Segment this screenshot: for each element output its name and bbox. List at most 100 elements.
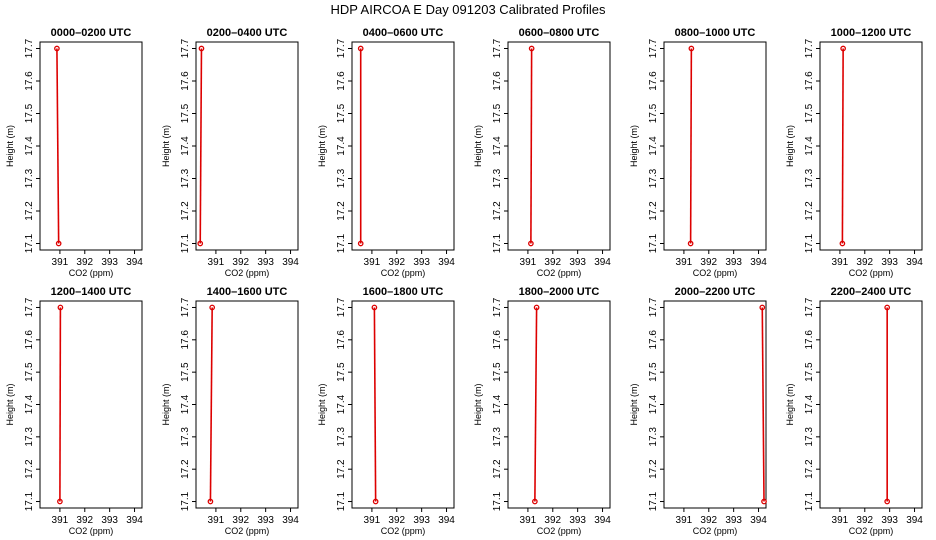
profile-panel: 1200–1400 UTC 391 392 393 394 17.1 17.2 17.3 17.… — [5, 286, 143, 536]
y-tick-label: 17.1 — [24, 233, 35, 253]
profile-line — [56, 48, 60, 244]
y-tick-label: 17.6 — [336, 330, 347, 350]
x-tick-label: 391 — [520, 257, 537, 268]
y-tick-label: 17.2 — [804, 201, 815, 221]
y-tick-label: 17.2 — [24, 201, 35, 221]
profile-point — [759, 304, 766, 311]
x-tick-label: 394 — [906, 257, 923, 268]
x-tick-label: 393 — [413, 515, 430, 526]
x-tick-label: 393 — [881, 257, 898, 268]
y-tick-label: 17.2 — [24, 459, 35, 479]
profile-panel: 0600–0800 UTC 391 392 393 394 17.1 17.2 17.3 17.… — [473, 27, 611, 278]
panel-title: 2200–2400 UTC — [831, 286, 912, 298]
profile-point — [209, 304, 216, 311]
panel-title: 1000–1200 UTC — [831, 27, 912, 39]
y-tick-label: 17.4 — [804, 394, 815, 414]
x-tick-label: 394 — [750, 257, 767, 268]
y-tick-label: 17.3 — [336, 427, 347, 447]
profile-point — [533, 304, 540, 311]
y-tick-label: 17.3 — [24, 427, 35, 447]
x-tick-label: 393 — [569, 515, 586, 526]
panel-title: 0800–1000 UTC — [675, 27, 756, 39]
y-tick-label: 17.7 — [24, 38, 35, 58]
x-tick-label: 394 — [282, 515, 299, 526]
profile-line — [530, 48, 533, 244]
x-tick-label: 394 — [282, 257, 299, 268]
x-axis-label: CO2 (ppm) — [225, 526, 270, 536]
profile-point — [687, 240, 694, 247]
profile-point — [198, 45, 205, 52]
y-tick-label: 17.4 — [492, 136, 503, 156]
panel-title: 0600–0800 UTC — [519, 27, 600, 39]
profile-point — [532, 498, 538, 505]
y-axis-label: Height (m) — [629, 125, 639, 167]
profile-line — [761, 307, 765, 502]
y-tick-label: 17.7 — [180, 297, 191, 317]
y-tick-label: 17.2 — [492, 459, 503, 479]
profile-point — [207, 498, 214, 505]
profile-line — [199, 48, 203, 244]
profile-panel: 1800–2000 UTC 391 392 393 394 17.1 17.2 17.3 17.… — [473, 286, 611, 536]
profile-panel: 0000–0200 UTC 391 392 393 394 17.1 17.2 17.3 17.… — [5, 27, 143, 278]
y-tick-label: 17.1 — [804, 233, 815, 253]
y-tick-label: 17.1 — [804, 491, 815, 511]
y-tick-label: 17.5 — [180, 103, 191, 123]
x-tick-label: 392 — [544, 515, 561, 526]
y-axis-label: Height (m) — [317, 125, 327, 167]
y-tick-label: 17.6 — [336, 71, 347, 91]
y-tick-label: 17.1 — [180, 233, 191, 253]
x-tick-label: 393 — [881, 515, 898, 526]
x-axis-label: CO2 (ppm) — [849, 526, 894, 536]
y-tick-label: 17.1 — [492, 233, 503, 253]
y-tick-label: 17.6 — [492, 71, 503, 91]
x-tick-label: 393 — [725, 257, 742, 268]
x-tick-label: 392 — [232, 515, 249, 526]
profile-point — [357, 45, 364, 52]
x-tick-label: 394 — [594, 257, 611, 268]
x-tick-label: 393 — [101, 515, 118, 526]
panel-title: 0200–0400 UTC — [207, 27, 288, 39]
y-tick-label: 17.3 — [804, 427, 815, 447]
y-tick-label: 17.5 — [24, 103, 35, 123]
profile-point — [57, 498, 63, 505]
x-axis-label: CO2 (ppm) — [69, 268, 114, 278]
y-tick-label: 17.7 — [336, 297, 347, 317]
x-axis-label: CO2 (ppm) — [69, 526, 114, 536]
x-tick-label: 391 — [208, 257, 225, 268]
profile-point — [840, 45, 846, 52]
x-tick-label: 391 — [52, 515, 69, 526]
profile-point — [54, 45, 60, 52]
profile-point — [371, 304, 378, 311]
x-tick-label: 392 — [700, 257, 717, 268]
panel-title: 1600–1800 UTC — [363, 286, 444, 298]
y-axis-label: Height (m) — [161, 125, 171, 167]
profile-point — [57, 304, 64, 311]
profile-panel: 1000–1200 UTC 391 392 393 394 17.1 17.2 17.3 17.… — [785, 27, 923, 278]
x-axis-label: CO2 (ppm) — [225, 268, 270, 278]
y-axis-label: Height (m) — [317, 383, 327, 425]
x-tick-label: 394 — [906, 515, 923, 526]
x-tick-label: 391 — [208, 515, 225, 526]
y-axis-label: Height (m) — [5, 125, 15, 167]
profile-point — [839, 240, 846, 247]
profile-panel: 0200–0400 UTC 391 392 393 394 17.1 17.2 17.3 17.… — [161, 27, 299, 278]
y-tick-label: 17.3 — [180, 427, 191, 447]
plot-frame — [819, 300, 923, 509]
profile-point — [688, 45, 695, 52]
x-tick-label: 393 — [413, 257, 430, 268]
plot-frame — [507, 41, 611, 251]
plot-frame — [39, 300, 143, 509]
figure-title: HDP AIRCOA E Day 091203 Calibrated Profi… — [330, 2, 606, 17]
y-tick-label: 17.3 — [180, 168, 191, 188]
x-tick-label: 392 — [388, 515, 405, 526]
y-tick-label: 17.1 — [336, 491, 347, 511]
y-tick-label: 17.3 — [336, 168, 347, 188]
y-tick-label: 17.4 — [648, 394, 659, 414]
x-axis-label: CO2 (ppm) — [849, 268, 894, 278]
y-tick-label: 17.1 — [336, 233, 347, 253]
profile-point — [55, 240, 62, 247]
y-tick-label: 17.7 — [492, 38, 503, 58]
y-tick-label: 17.6 — [180, 71, 191, 91]
x-tick-label: 391 — [676, 515, 693, 526]
